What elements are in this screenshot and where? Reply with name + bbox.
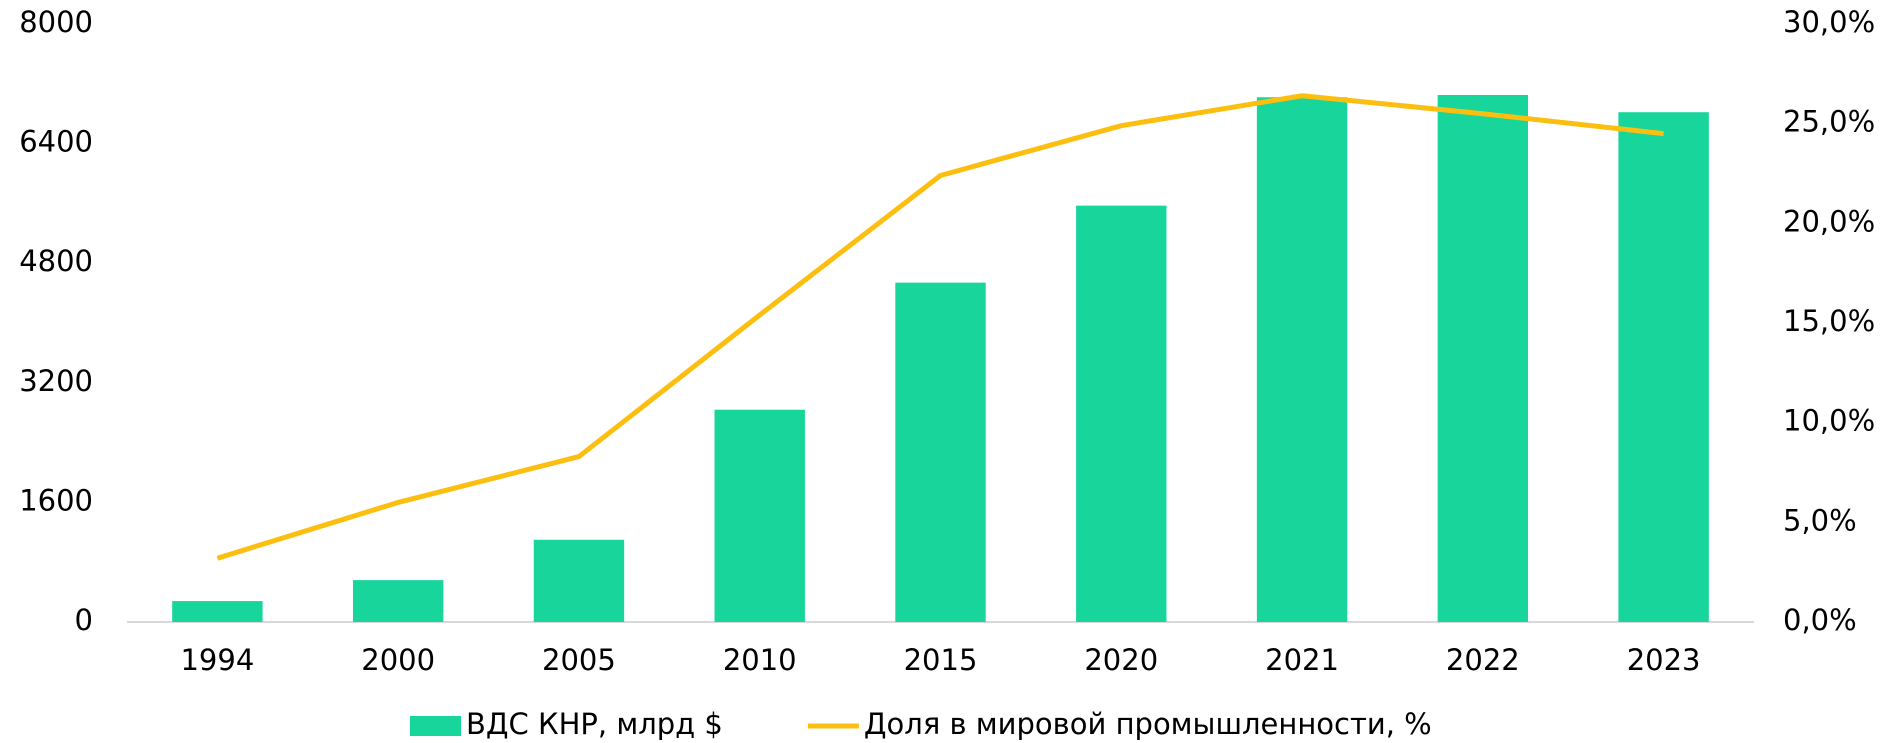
y-tick-label: 6400 [19,125,93,159]
bar [1256,97,1348,622]
x-tick-label: 2023 [1627,643,1701,677]
legend-label: Доля в мировой промышленности, % [864,707,1432,741]
legend-label: ВДС КНР, млрд $ [466,707,723,741]
bar [714,409,805,622]
x-tick-label: 2000 [361,643,435,677]
x-tick-label: 2022 [1446,643,1520,677]
y2-tick-label: 20,0% [1783,204,1875,238]
bar [352,580,444,622]
y2-tick-label: 5,0% [1783,503,1857,537]
y2-tick-label: 25,0% [1783,105,1875,139]
y-tick-label: 3200 [19,364,93,398]
y2-tick-label: 0,0% [1783,603,1857,637]
y-tick-label: 4800 [19,244,93,278]
bar [1618,112,1709,622]
y2-tick-label: 15,0% [1783,304,1875,338]
y-tick-label: 0 [75,603,93,637]
x-tick-label: 2020 [1084,643,1158,677]
y-tick-label: 8000 [19,5,93,39]
bar [1437,95,1529,622]
x-tick-label: 2015 [904,643,978,677]
bar [1076,205,1167,622]
y2-tick-label: 30,0% [1783,5,1875,39]
bar [172,601,263,622]
legend-swatch [410,716,461,736]
bar [895,282,986,622]
line [216,93,1664,561]
x-tick-label: 1994 [180,643,254,677]
bar [533,539,625,622]
x-tick-label: 2021 [1265,643,1339,677]
y-tick-label: 1600 [19,483,93,517]
x-tick-label: 2010 [723,643,797,677]
y2-tick-label: 10,0% [1783,404,1875,438]
x-tick-label: 2005 [542,643,616,677]
